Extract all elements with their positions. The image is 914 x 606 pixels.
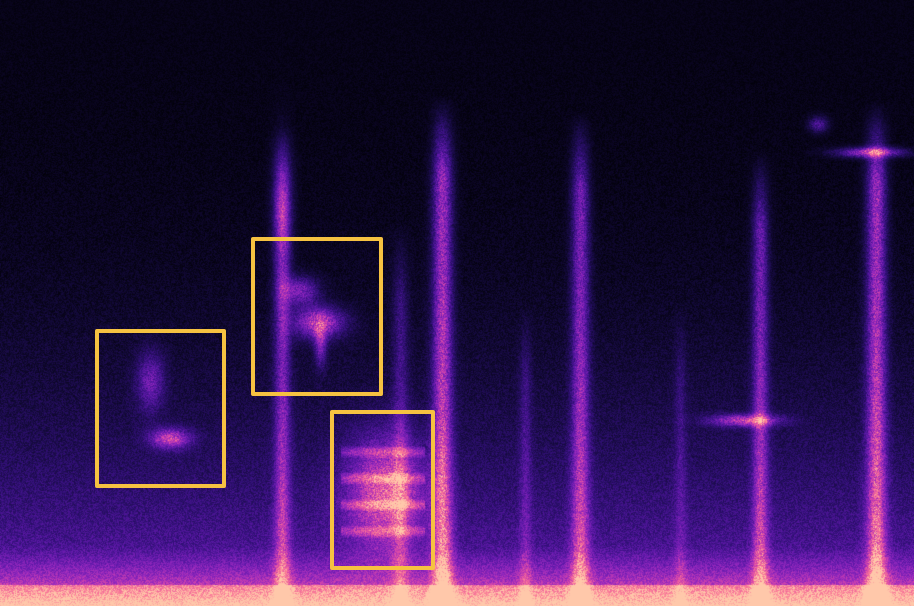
annotation-box[interactable] xyxy=(251,237,383,396)
annotation-box[interactable] xyxy=(330,410,435,570)
annotation-box[interactable] xyxy=(95,329,226,488)
